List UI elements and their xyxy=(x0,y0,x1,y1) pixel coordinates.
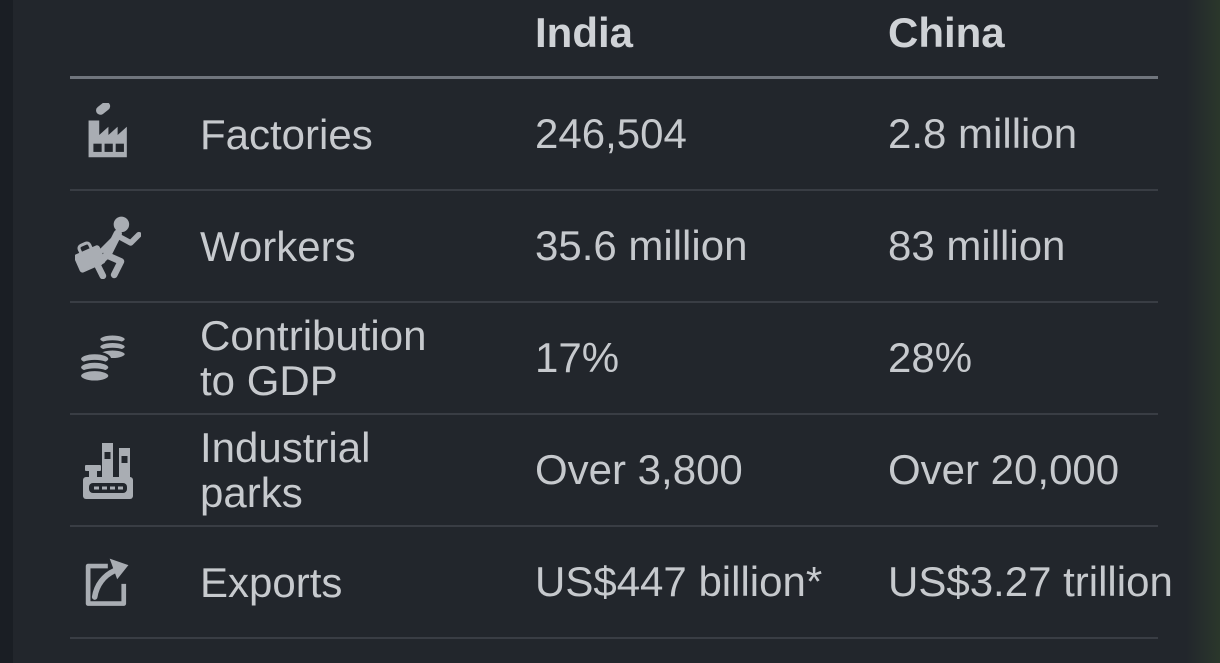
table-row-workers: Workers 35.6 million 83 million xyxy=(70,191,1158,303)
table-row-exports: Exports US$447 billion* US$3.27 trillion xyxy=(70,527,1173,639)
china-value: 2.8 million xyxy=(888,110,1078,157)
industrial-plant-icon xyxy=(83,443,133,499)
row-label: Contribution to GDP xyxy=(200,312,427,404)
row-label: Industrial parks xyxy=(200,424,371,516)
india-value: 35.6 million xyxy=(535,222,748,269)
india-value: Over 3,800 xyxy=(535,446,743,493)
china-value: Over 20,000 xyxy=(888,446,1120,493)
export-arrow-icon xyxy=(85,558,129,606)
row-label: Factories xyxy=(200,110,373,158)
china-value: 83 million xyxy=(888,222,1066,269)
china-value: US$3.27 trillion xyxy=(888,558,1173,605)
left-edge-strip xyxy=(0,0,13,663)
india-value: US$447 billion* xyxy=(535,558,823,605)
factory-icon xyxy=(88,103,127,158)
column-header-india: India xyxy=(535,9,634,56)
table-row-industrial-parks: Industrial parks Over 3,800 Over 20,000 xyxy=(70,415,1158,527)
running-worker-icon xyxy=(75,216,141,279)
table-header-row: India China xyxy=(70,0,1158,79)
row-label: Exports xyxy=(200,558,343,606)
right-edge-fade xyxy=(1186,0,1220,663)
table-row-gdp-contribution: Contribution to GDP 17% 28% xyxy=(70,303,1158,415)
india-value: 246,504 xyxy=(535,110,687,157)
row-label: Workers xyxy=(200,222,356,270)
table-row-factories: Factories 246,504 2.8 million xyxy=(70,79,1158,191)
china-value: 28% xyxy=(888,334,973,381)
india-value: 17% xyxy=(535,334,620,381)
coins-icon xyxy=(78,332,128,384)
comparison-table: India China Factories 246,504 2.8 millio… xyxy=(70,0,1173,639)
column-header-china: China xyxy=(888,9,1005,56)
